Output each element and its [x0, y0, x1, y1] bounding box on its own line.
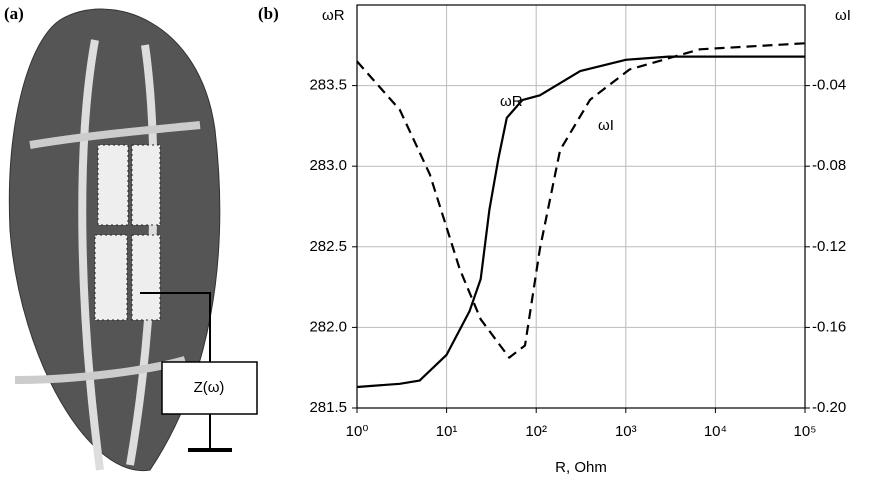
line: [356, 55, 805, 389]
x-tick-label: 10¹: [436, 423, 458, 440]
rib: [78, 39, 104, 471]
panel-label: (b): [258, 4, 279, 23]
y-tick-label: 283.5: [309, 77, 347, 94]
x-tick-label: 10⁵: [794, 423, 817, 440]
y2-tick-label: -0.16: [812, 318, 846, 335]
impedance-box: [161, 361, 258, 415]
y-tick-label: 282.5: [309, 238, 347, 255]
dish-photo: Z(ω) (a): [4, 4, 258, 472]
panel-label: (a): [4, 4, 24, 23]
y-tick-label: 282.0: [309, 318, 347, 335]
line: [356, 42, 806, 359]
x-axis-label: R, Ohm: [555, 459, 607, 476]
patch: [94, 234, 128, 321]
y-tick-label: 283.0: [309, 157, 347, 174]
series-label: ωR: [500, 93, 523, 110]
x-tick-label: 10⁴: [704, 423, 727, 440]
series-label: ωI: [598, 117, 614, 134]
y2-tick-label: -0.08: [812, 157, 846, 174]
y-axis-label: ωR: [322, 7, 345, 24]
chart: (b) ωR ωI R, Ohm 10⁰ 10¹ 10² 10³ 10⁴ 10⁵ 281.5…: [258, 4, 851, 476]
x-tick-label: 10³: [615, 423, 637, 440]
rib: [29, 121, 201, 149]
y2-tick-label: -0.12: [812, 238, 846, 255]
patch: [131, 234, 161, 321]
patch: [131, 144, 161, 226]
y2-tick-label: -0.04: [812, 77, 846, 94]
y2-axis-label: ωI: [835, 7, 851, 24]
y-tick-label: 281.5: [309, 399, 347, 416]
patch: [97, 144, 129, 226]
x-tick-label: 10⁰: [346, 423, 369, 440]
x-tick-label: 10²: [525, 423, 547, 440]
plot-frame: [356, 4, 806, 409]
y2-tick-label: -0.20: [812, 399, 846, 416]
wire: [140, 292, 211, 362]
impedance-label: Z(ω): [194, 379, 225, 396]
